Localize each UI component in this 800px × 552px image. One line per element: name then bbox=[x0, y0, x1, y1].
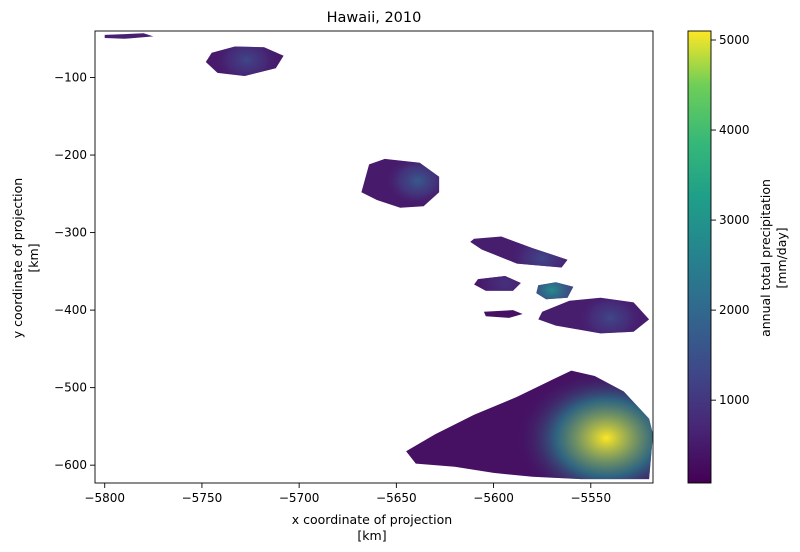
precip-peak-west-maui bbox=[536, 282, 574, 300]
colorbar-ticks: 1000 2000 3000 4000 5000 bbox=[711, 33, 750, 407]
plot-frame bbox=[94, 30, 654, 484]
x-tick-label: −5700 bbox=[279, 491, 320, 505]
y-tick-label: −500 bbox=[54, 381, 87, 395]
colorbar-tick-label: 4000 bbox=[719, 123, 750, 137]
precip-peak-lanai bbox=[474, 276, 521, 291]
colorbar bbox=[687, 30, 712, 484]
x-axis-label-unit: [km] bbox=[357, 528, 386, 543]
y-axis-label: y coordinate of projection bbox=[10, 178, 25, 338]
y-tick-label: −100 bbox=[54, 71, 87, 85]
precip-peak-hawaii-island bbox=[515, 370, 653, 480]
y-tick-label: −300 bbox=[54, 226, 87, 240]
x-tick-label: −5600 bbox=[473, 491, 514, 505]
colorbar-tick-label: 2000 bbox=[719, 303, 750, 317]
colorbar-label: annual total precipitation bbox=[758, 179, 773, 337]
colorbar-tick-label: 1000 bbox=[719, 393, 750, 407]
island-niihau bbox=[104, 33, 154, 39]
colorbar-label-unit: [mm/day] bbox=[774, 227, 789, 288]
colorbar-tick-label: 3000 bbox=[719, 213, 750, 227]
precip-peak-east-maui bbox=[576, 297, 645, 334]
y-axis-ticks: −600 −500 −400 −300 −200 −100 bbox=[54, 71, 95, 472]
x-tick-label: −5800 bbox=[84, 491, 125, 505]
y-axis-label-unit: [km] bbox=[26, 243, 41, 272]
y-tick-label: −400 bbox=[54, 303, 87, 317]
x-axis-ticks: −5800 −5750 −5700 −5650 −5600 −5550 bbox=[84, 483, 611, 505]
y-tick-label: −200 bbox=[54, 148, 87, 162]
y-tick-label: −600 bbox=[54, 458, 87, 472]
colorbar-tick-label: 5000 bbox=[719, 33, 750, 47]
island-kahoolawe bbox=[483, 310, 523, 318]
x-tick-label: −5750 bbox=[182, 491, 223, 505]
x-axis-label: x coordinate of projection bbox=[292, 512, 452, 527]
x-tick-label: −5650 bbox=[376, 491, 417, 505]
x-tick-label: −5550 bbox=[570, 491, 611, 505]
chart-title: Hawaii, 2010 bbox=[327, 10, 422, 26]
